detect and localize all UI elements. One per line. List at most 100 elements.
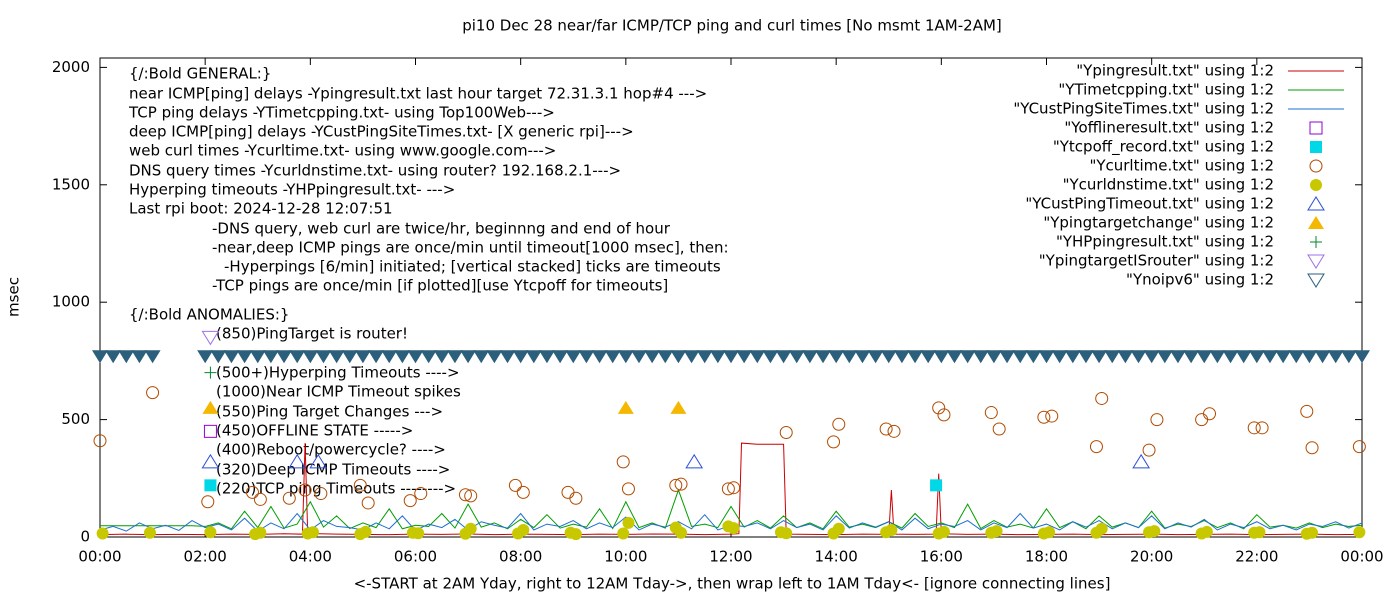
marker <box>204 479 217 492</box>
annotation: deep ICMP[ping] delays -YCustPingSiteTim… <box>129 123 634 141</box>
y-tick-label: 0 <box>80 528 90 546</box>
marker <box>407 350 424 364</box>
marker <box>1354 350 1370 364</box>
annotation: -near,deep ICMP pings are once/min until… <box>212 239 729 257</box>
marker <box>146 386 160 400</box>
annotation: (220)TCP ping Timeouts --------> <box>216 480 456 498</box>
annotation: -TCP pings are once/min [if plotted][use… <box>212 277 668 295</box>
marker <box>854 350 871 364</box>
legend-swatch <box>1307 254 1325 269</box>
marker <box>604 350 621 364</box>
marker <box>1261 350 1278 364</box>
marker <box>464 489 478 503</box>
marker <box>361 496 375 510</box>
legend-label: "Yofflineresult.txt" using 1:2 <box>1064 119 1274 137</box>
annotation: -DNS query, web curl are twice/hr, begin… <box>212 220 671 238</box>
marker <box>727 522 740 535</box>
marker <box>880 350 897 364</box>
y-tick-label: 2000 <box>52 58 90 76</box>
legend-label: "YCustPingTimeout.txt" using 1:2 <box>1025 195 1274 213</box>
marker <box>930 479 943 492</box>
marker <box>984 406 998 420</box>
marker <box>249 350 266 364</box>
marker <box>1095 522 1108 535</box>
x-tick-label: 10:00 <box>604 548 647 566</box>
marker <box>201 453 220 469</box>
marker <box>1248 350 1265 364</box>
legend-swatch <box>1308 216 1324 229</box>
marker <box>578 350 595 364</box>
marker <box>644 350 661 364</box>
marker <box>780 527 793 540</box>
marker <box>1012 350 1029 364</box>
marker <box>306 526 319 539</box>
marker <box>727 481 741 495</box>
marker <box>1327 350 1344 364</box>
marker <box>669 478 683 492</box>
marker <box>801 350 818 364</box>
marker <box>486 350 503 364</box>
marker <box>617 350 634 364</box>
legend-label: "Ycurltime.txt" using 1:2 <box>1089 157 1274 175</box>
legend-swatch <box>1310 141 1322 153</box>
marker <box>683 350 700 364</box>
marker <box>1095 391 1109 405</box>
marker <box>1038 350 1055 364</box>
x-tick-label: 00:00 <box>1340 548 1383 566</box>
legend-label: "YpingtargetISrouter" using 1:2 <box>1039 252 1274 270</box>
marker <box>937 408 951 422</box>
marker <box>298 483 312 497</box>
x-tick-label: 06:00 <box>394 548 437 566</box>
marker <box>616 455 630 469</box>
marker <box>245 485 259 499</box>
marker <box>749 350 766 364</box>
marker <box>460 350 477 364</box>
marker <box>990 525 1003 538</box>
marker <box>1247 421 1261 435</box>
x-tick-label: 02:00 <box>184 548 227 566</box>
marker <box>1089 440 1103 454</box>
marker <box>841 350 858 364</box>
marker <box>517 523 530 536</box>
marker <box>302 350 319 364</box>
x-tick-label: 16:00 <box>920 548 963 566</box>
marker <box>657 350 674 364</box>
legend-swatch <box>1310 179 1322 191</box>
marker <box>276 350 293 364</box>
marker <box>685 453 704 469</box>
marker <box>1209 350 1226 364</box>
annotation: Last rpi boot: 2024-12-28 12:07:51 <box>129 200 393 218</box>
marker <box>907 350 924 364</box>
marker <box>1037 410 1051 424</box>
marker <box>565 350 582 364</box>
marker <box>420 350 437 364</box>
marker <box>972 350 989 364</box>
y-tick-label: 500 <box>61 410 90 428</box>
marker <box>1156 350 1173 364</box>
marker <box>354 350 371 364</box>
marker <box>1104 350 1121 364</box>
marker <box>569 491 583 505</box>
marker <box>314 487 328 501</box>
marker <box>1143 350 1160 364</box>
marker <box>203 424 217 438</box>
marker <box>464 522 477 535</box>
x-tick-label: 04:00 <box>289 548 332 566</box>
marker <box>368 350 385 364</box>
marker <box>473 350 490 364</box>
marker <box>1306 526 1319 539</box>
marker <box>1091 350 1108 364</box>
data-line <box>99 442 1363 536</box>
marker <box>1300 404 1314 418</box>
marker <box>446 350 463 364</box>
marker <box>1352 440 1366 454</box>
marker <box>1353 526 1366 539</box>
data-line <box>100 488 1363 530</box>
marker <box>516 485 530 499</box>
legend-swatch <box>1309 159 1323 173</box>
marker <box>328 350 345 364</box>
y-tick-label: 1000 <box>52 293 90 311</box>
annotation: web curl times -Ycurltime.txt- using www… <box>129 142 556 160</box>
legend-label: "Ypingresult.txt" using 1:2 <box>1076 62 1274 80</box>
